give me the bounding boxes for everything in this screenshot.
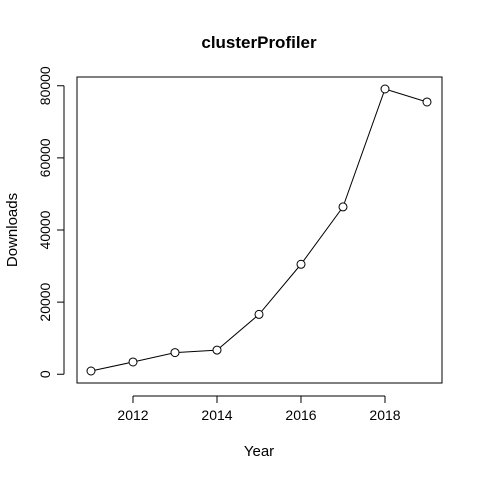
data-point [297, 260, 305, 268]
series-group [87, 85, 431, 375]
y-tick-label: 0 [37, 370, 53, 378]
data-point [423, 98, 431, 106]
data-point [87, 367, 95, 375]
y-tick-label: 60000 [37, 138, 53, 177]
x-axis-label: Year [244, 443, 274, 460]
data-point [129, 358, 137, 366]
y-tick-label: 40000 [37, 210, 53, 249]
x-tick-label: 2018 [369, 407, 400, 423]
x-axis: 2012 2014 2016 2018 [117, 396, 400, 423]
data-point [339, 203, 347, 211]
y-tick-label: 20000 [37, 282, 53, 321]
y-axis: 0 20000 40000 60000 80000 [37, 66, 64, 378]
series-line [91, 89, 427, 371]
y-tick-label: 80000 [37, 66, 53, 105]
x-tick-label: 2012 [117, 407, 148, 423]
x-tick-label: 2016 [285, 407, 316, 423]
x-tick-label: 2014 [201, 407, 232, 423]
plot-frame [77, 77, 442, 383]
data-point [171, 349, 179, 357]
y-axis-label: Downloads [4, 193, 21, 267]
data-point [255, 310, 263, 318]
data-point [213, 346, 221, 354]
chart-title: clusterProfiler [201, 33, 317, 52]
data-point [381, 85, 389, 93]
